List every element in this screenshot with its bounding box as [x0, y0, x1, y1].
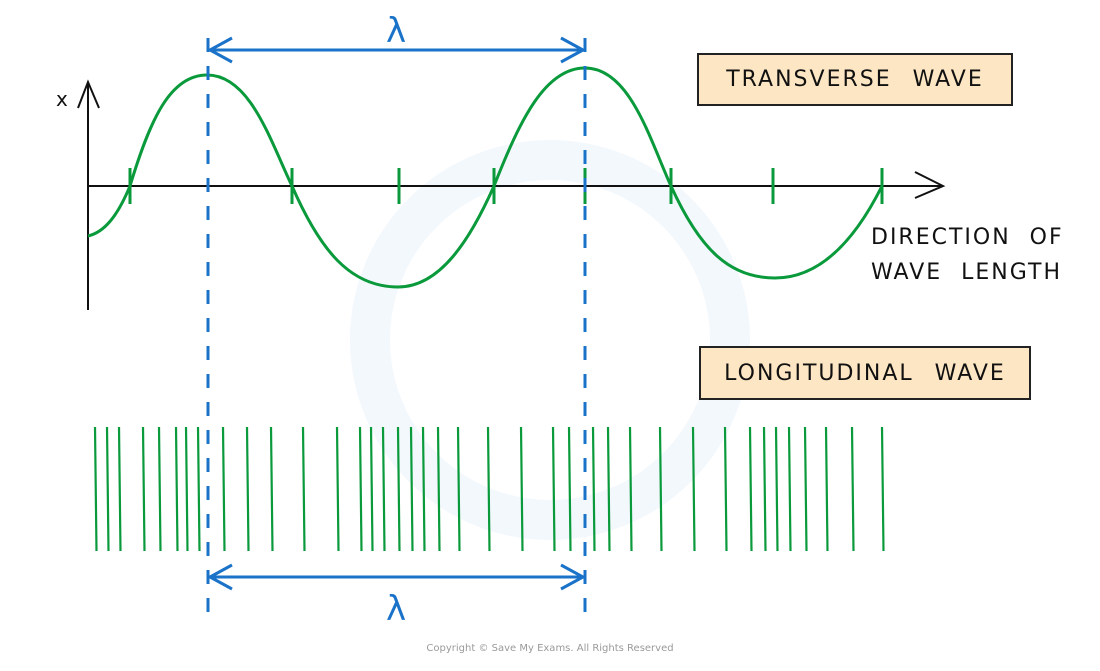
compression-line [762, 426, 767, 552]
compression-line [381, 426, 386, 552]
wavelength-symbol-top: λ [386, 11, 406, 51]
compression-line [174, 426, 179, 552]
compression-line [551, 426, 556, 552]
compression-line [421, 426, 426, 552]
x-axis-arrowhead [914, 171, 946, 199]
watermark-logo [350, 140, 750, 540]
compression-line [787, 426, 792, 552]
compression-line [691, 426, 696, 552]
copyright-text: Copyright © Save My Exams. All Rights Re… [426, 643, 674, 654]
compression-line [880, 426, 885, 552]
compression-line [184, 426, 189, 552]
compression-line [606, 426, 611, 552]
compression-line [850, 426, 855, 552]
compression-line [157, 426, 162, 552]
compression-line [824, 426, 829, 552]
transverse-wave-label: TRANSVERSE WAVE [697, 53, 1013, 106]
compression-line [723, 426, 728, 552]
wavelength-arrow-bottom [206, 563, 587, 591]
wavelength-arrow-top [206, 36, 587, 64]
compression-line [456, 426, 461, 552]
compression-line [567, 426, 572, 552]
compression-line [369, 426, 374, 552]
direction-label-line1: DIRECTION OF [871, 225, 1064, 250]
compression-line [105, 426, 110, 552]
compression-line [436, 426, 441, 552]
y-axis-label: x [56, 87, 68, 111]
compression-line [774, 426, 779, 552]
direction-label-line2: WAVE LENGTH [871, 260, 1062, 285]
compression-line [409, 426, 414, 552]
compression-line [803, 426, 808, 552]
compression-line [628, 426, 633, 552]
compression-line [658, 426, 663, 552]
compression-line [396, 426, 401, 552]
compression-line [141, 426, 146, 552]
compression-line [335, 426, 340, 552]
longitudinal-wave-label: LONGITUDINAL WAVE [699, 346, 1031, 400]
transverse-wave-curve [87, 66, 884, 289]
compression-line [519, 426, 524, 552]
compression-line [358, 426, 363, 552]
compression-line [221, 426, 226, 552]
compression-line [245, 426, 250, 552]
y-axis-arrowhead [77, 79, 100, 109]
compression-line [591, 426, 596, 552]
compression-line [196, 426, 201, 552]
wavelength-symbol-bottom: λ [386, 589, 406, 629]
compression-line [93, 426, 98, 552]
compression-line [301, 426, 306, 552]
compression-line [269, 426, 274, 552]
compression-line [117, 426, 122, 552]
compression-line [748, 426, 753, 552]
compression-line [486, 426, 491, 552]
